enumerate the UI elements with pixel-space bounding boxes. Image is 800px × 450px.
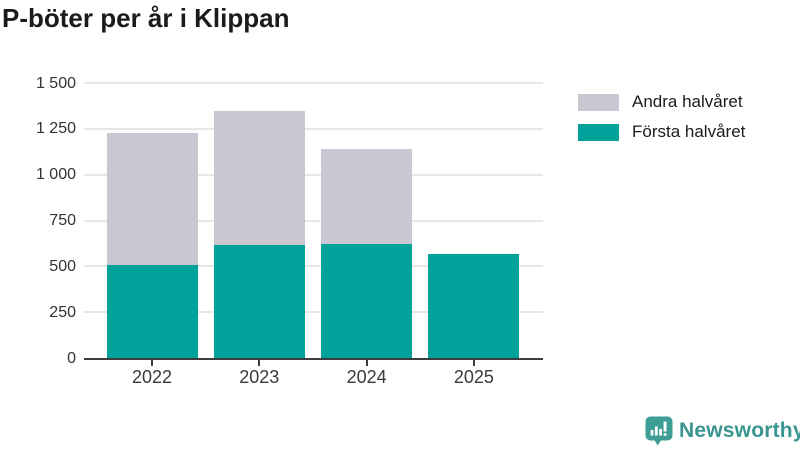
x-tick-2024: [365, 360, 368, 366]
y-tick-label-1500: 1 500: [35, 74, 76, 92]
bar-2024-f-rsta-halv-ret: [321, 244, 413, 358]
bar-2022-andra-halv-ret: [106, 132, 198, 266]
y-tick-label-750: 750: [49, 212, 76, 229]
x-axis-label-2023: 2023: [239, 367, 280, 387]
x-tick-2022: [151, 360, 153, 366]
x-axis-label-2024: 2024: [346, 367, 387, 387]
legend-label-1: Första halvåret: [632, 122, 746, 141]
legend-item-1: Första halvåret: [578, 122, 745, 142]
newsworthy-logo-icon: [645, 416, 673, 446]
newsworthy-logo-text: Newsworthy: [679, 419, 800, 442]
x-axis-label-2025: 2025: [453, 367, 494, 387]
gridline-750: [84, 219, 543, 222]
legend-swatch-0: [578, 93, 619, 111]
legend-item-0: Andra halvåret: [578, 92, 745, 112]
legend-swatch-1: [578, 123, 619, 141]
chart-title: P-böter per år i Klippan: [2, 3, 290, 33]
newsworthy-branding: Newsworthy: [645, 416, 800, 446]
gridline-250: [84, 311, 543, 314]
legend-label-0: Andra halvåret: [632, 92, 743, 111]
gridline-500: [84, 265, 543, 268]
bar-2022-f-rsta-halv-ret: [106, 265, 198, 358]
gridline-1250: [84, 127, 543, 130]
y-tick-label-500: 500: [49, 257, 76, 275]
y-tick-label-1000: 1 000: [35, 166, 76, 184]
x-tick-2025: [472, 360, 475, 366]
gridline-1500: [84, 82, 543, 84]
x-axis-label-2022: 2022: [131, 367, 173, 387]
bar-2023-f-rsta-halv-ret: [213, 245, 305, 358]
x-axis-line: [84, 357, 543, 360]
y-tick-label-1250: 1 250: [35, 120, 76, 138]
y-tick-label-250: 250: [49, 303, 76, 321]
x-tick-2023: [258, 360, 261, 366]
gridline-1000: [84, 173, 543, 176]
legend: Andra halvåret Första halvåret: [578, 92, 745, 142]
bar-2024-andra-halv-ret: [321, 149, 413, 245]
bar-2025-f-rsta-halv-ret: [428, 253, 520, 358]
bar-2023-andra-halv-ret: [213, 110, 305, 246]
y-tick-label-0: 0: [67, 349, 76, 367]
